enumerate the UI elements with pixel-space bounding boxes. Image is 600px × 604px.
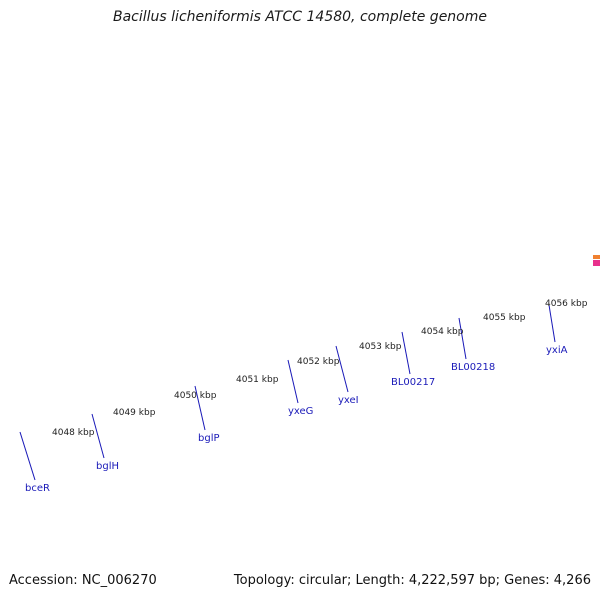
ruler-label-4049: 4049 kbp	[113, 408, 156, 418]
leader-line-7	[548, 304, 556, 343]
leader-line-0	[19, 431, 36, 481]
gene-label-bglp[interactable]: bglP	[198, 433, 220, 444]
gene-label-yxeg[interactable]: yxeG	[288, 406, 313, 417]
edge-feature-orange[interactable]	[593, 255, 600, 259]
ruler-label-4048: 4048 kbp	[52, 428, 95, 438]
ruler-label-4051: 4051 kbp	[236, 375, 279, 385]
edge-feature-pink[interactable]	[593, 260, 600, 266]
genome-summary-text: Topology: circular; Length: 4,222,597 bp…	[233, 573, 591, 588]
leader-line-1	[91, 413, 105, 459]
gene-label-bl00217[interactable]: BL00217	[391, 377, 435, 388]
ruler-label-4054: 4054 kbp	[421, 327, 464, 337]
gene-label-bglh[interactable]: bglH	[96, 461, 119, 472]
feature-track	[593, 255, 600, 266]
leader-line-4	[335, 345, 349, 393]
map-title: Bacillus licheniformis ATCC 14580, compl…	[113, 9, 487, 25]
ruler-label-4052: 4052 kbp	[297, 357, 340, 367]
gene-label-yxei[interactable]: yxeI	[338, 395, 359, 406]
accession-text: Accession: NC_006270	[9, 573, 157, 588]
leader-line-5	[401, 331, 411, 375]
ruler-label-4055: 4055 kbp	[483, 313, 526, 323]
ruler-label-4050: 4050 kbp	[174, 391, 217, 401]
leader-line-6	[458, 317, 467, 360]
ruler-label-4053: 4053 kbp	[359, 342, 402, 352]
label-leader-lines	[19, 304, 556, 481]
ruler-label-4056: 4056 kbp	[545, 299, 588, 309]
leader-line-3	[287, 359, 299, 404]
gene-label-bcer[interactable]: bceR	[25, 483, 50, 494]
leader-line-2	[194, 385, 206, 431]
gene-label-bl00218[interactable]: BL00218	[451, 362, 495, 373]
gene-label-yxia[interactable]: yxiA	[546, 345, 568, 356]
